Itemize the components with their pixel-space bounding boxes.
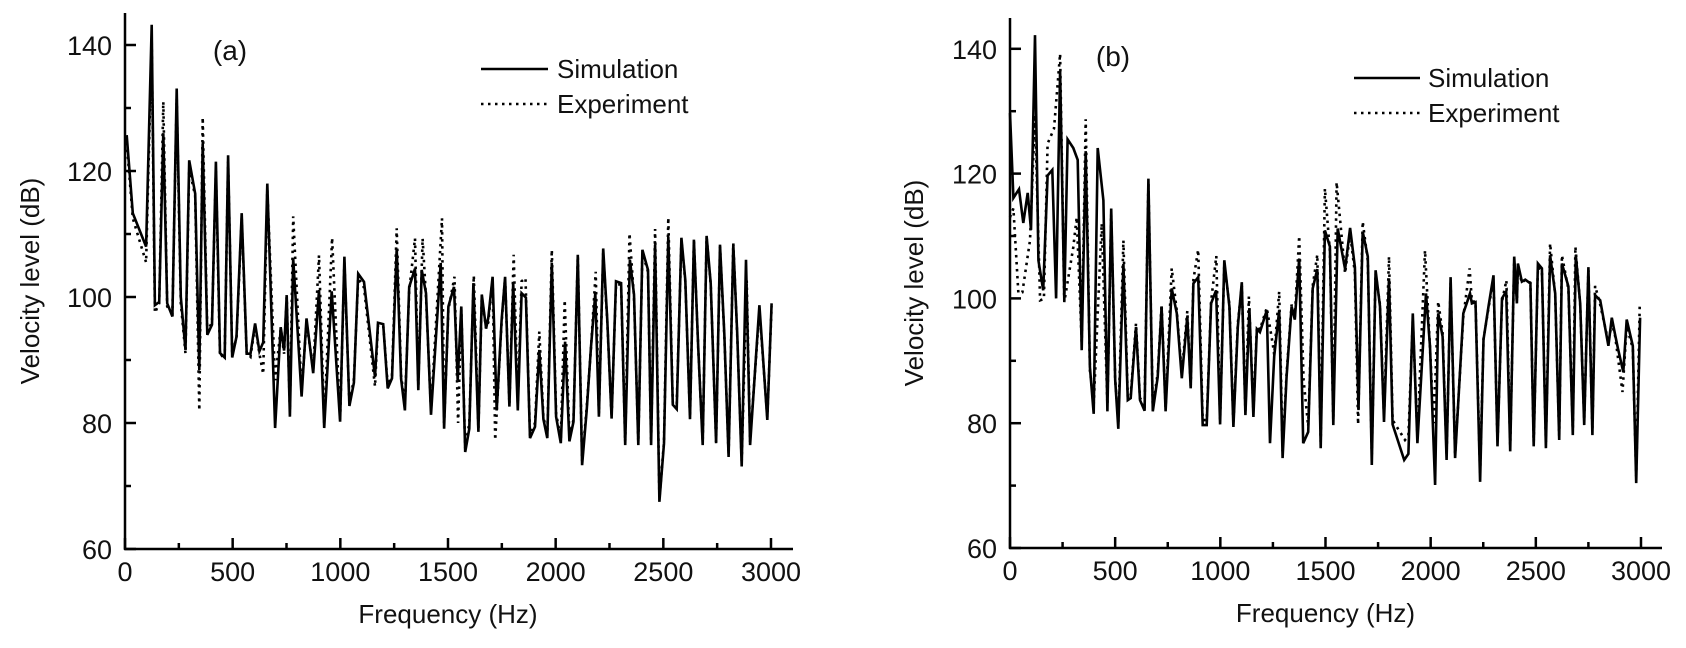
legend-experiment-label: Experiment [557,89,689,119]
y-tick-label: 60 [967,534,997,564]
y-tick-label: 120 [67,157,112,187]
x-axis-title: Frequency (Hz) [1236,598,1415,628]
x-tick-label: 3000 [1611,556,1671,586]
y-tick-label: 60 [82,535,112,565]
panel-label: (b) [1096,41,1130,72]
chart-panel-b: 0 500 1000 1500 2000 2500 3000 60 80 100 120 140 Fre… [899,18,1671,628]
chart-panel-a: 0 500 1000 1500 2000 2500 3000 60 80 100 120 140 Fre… [15,13,801,629]
legend-experiment-label: Experiment [1428,98,1560,128]
y-axis-title: Velocity level (dB) [899,180,929,387]
x-tick-label: 3000 [741,557,801,587]
legend-simulation-label: Simulation [557,54,678,84]
y-axis-title: Velocity level (dB) [15,178,45,385]
x-tick-label: 1500 [418,557,478,587]
y-tick-label: 100 [67,283,112,313]
x-tick-label: 2000 [1401,556,1461,586]
y-tick-label: 80 [82,409,112,439]
y-tick-label: 100 [952,284,997,314]
legend: Simulation Experiment [481,54,689,119]
x-tick-label: 1000 [310,557,370,587]
x-tick-label: 1500 [1295,556,1355,586]
x-tick-label: 2500 [633,557,693,587]
x-axis-title: Frequency (Hz) [358,599,537,629]
y-tick-label: 140 [67,31,112,61]
y-tick-label: 80 [967,409,997,439]
legend: Simulation Experiment [1354,63,1560,128]
x-tick-label: 1000 [1190,556,1250,586]
x-tick-label: 500 [210,557,255,587]
y-tick-label: 140 [952,35,997,65]
x-tick-label: 0 [1002,556,1017,586]
x-tick-label: 500 [1093,556,1138,586]
y-tick-label: 120 [952,160,997,190]
x-tick-label: 2000 [526,557,586,587]
panel-label: (a) [213,35,247,66]
x-tick-label: 0 [117,557,132,587]
x-tick-label: 2500 [1506,556,1566,586]
legend-simulation-label: Simulation [1428,63,1549,93]
